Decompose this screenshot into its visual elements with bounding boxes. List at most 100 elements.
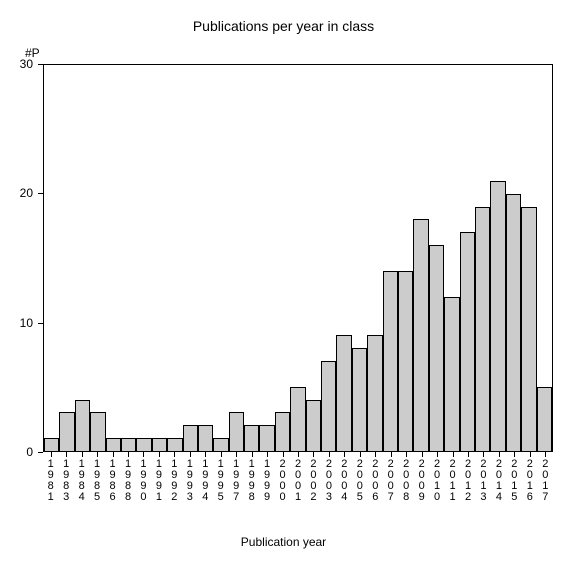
bar — [136, 438, 151, 451]
x-tick-mark — [483, 452, 484, 457]
x-tick-mark — [499, 452, 500, 457]
x-tick-mark — [221, 452, 222, 457]
x-tick-label: 2000 — [277, 459, 289, 503]
bar — [59, 412, 74, 451]
y-tick-label: 20 — [0, 186, 33, 200]
bar — [229, 412, 244, 451]
x-tick-mark — [159, 452, 160, 457]
x-tick-label: 2016 — [524, 459, 536, 503]
y-tick-mark — [38, 193, 43, 194]
x-tick-label: 1981 — [45, 459, 57, 503]
x-tick-mark — [143, 452, 144, 457]
y-ticks: 0102030 — [0, 64, 43, 452]
x-tick-label: 2011 — [447, 459, 459, 503]
bars-group — [44, 65, 552, 451]
bar — [306, 400, 321, 451]
x-tick-label: 1994 — [199, 459, 211, 503]
bar — [460, 232, 475, 451]
bar — [336, 335, 351, 451]
y-tick-mark — [38, 323, 43, 324]
bar — [490, 181, 505, 451]
bar — [537, 387, 552, 451]
bar — [90, 412, 105, 451]
x-tick-mark — [545, 452, 546, 457]
x-tick-mark — [375, 452, 376, 457]
x-tick-label: 1991 — [153, 459, 165, 503]
bar — [352, 348, 367, 451]
x-tick-label: 2006 — [369, 459, 381, 503]
x-tick-label: 2004 — [338, 459, 350, 503]
x-tick-mark — [252, 452, 253, 457]
bar — [398, 271, 413, 451]
x-tick-mark — [236, 452, 237, 457]
x-tick-mark — [298, 452, 299, 457]
bar — [121, 438, 136, 451]
bar — [383, 271, 398, 451]
x-tick-label: 2001 — [292, 459, 304, 503]
x-tick-label: 1990 — [137, 459, 149, 503]
x-tick-mark — [530, 452, 531, 457]
bar — [75, 400, 90, 451]
x-tick-label: 2017 — [539, 459, 551, 503]
x-tick-mark — [267, 452, 268, 457]
bar — [429, 245, 444, 451]
x-tick-mark — [344, 452, 345, 457]
x-tick-mark — [97, 452, 98, 457]
x-tick-label: 2002 — [307, 459, 319, 503]
x-tick-label: 2003 — [323, 459, 335, 503]
x-axis-label: Publication year — [0, 535, 567, 549]
x-tick-mark — [360, 452, 361, 457]
x-tick-mark — [51, 452, 52, 457]
x-tick-label: 2007 — [385, 459, 397, 503]
x-tick-mark — [468, 452, 469, 457]
x-tick-label: 2005 — [354, 459, 366, 503]
plot-area — [43, 64, 553, 452]
x-tick-mark — [391, 452, 392, 457]
x-tick-label: 1992 — [168, 459, 180, 503]
x-tick-mark — [329, 452, 330, 457]
x-tick-mark — [406, 452, 407, 457]
x-tick-label: 1988 — [122, 459, 134, 503]
x-tick-label: 2012 — [462, 459, 474, 503]
x-tick-mark — [174, 452, 175, 457]
bar — [521, 207, 536, 451]
x-tick-mark — [514, 452, 515, 457]
x-tick-mark — [190, 452, 191, 457]
x-tick-label: 1993 — [184, 459, 196, 503]
bar — [152, 438, 167, 451]
bar — [213, 438, 228, 451]
x-tick-label: 2009 — [416, 459, 428, 503]
bar — [275, 412, 290, 451]
bar — [475, 207, 490, 451]
bar — [244, 425, 259, 451]
x-tick-mark — [82, 452, 83, 457]
x-tick-mark — [113, 452, 114, 457]
chart-container: Publications per year in class #P 010203… — [0, 0, 567, 567]
x-tick-mark — [422, 452, 423, 457]
x-tick-label: 2013 — [477, 459, 489, 503]
x-tick-mark — [205, 452, 206, 457]
chart-title: Publications per year in class — [0, 18, 567, 34]
bar — [444, 297, 459, 451]
x-tick-labels: 1981198319841985198619881990199119921993… — [43, 459, 553, 509]
x-tick-label: 1986 — [107, 459, 119, 503]
bar — [183, 425, 198, 451]
x-tick-mark — [313, 452, 314, 457]
bar — [367, 335, 382, 451]
bar — [167, 438, 182, 451]
x-tick-label: 2010 — [431, 459, 443, 503]
y-tick-label: 30 — [0, 57, 33, 71]
x-tick-label: 2008 — [400, 459, 412, 503]
bar — [106, 438, 121, 451]
y-tick-label: 0 — [0, 445, 33, 459]
x-tick-label: 1997 — [230, 459, 242, 503]
x-tick-label: 1995 — [215, 459, 227, 503]
x-tick-label: 1983 — [60, 459, 72, 503]
bar — [290, 387, 305, 451]
x-tick-mark — [66, 452, 67, 457]
x-tick-label: 1985 — [91, 459, 103, 503]
x-tick-mark — [453, 452, 454, 457]
y-tick-mark — [38, 64, 43, 65]
bar — [413, 219, 428, 451]
x-tick-mark — [437, 452, 438, 457]
